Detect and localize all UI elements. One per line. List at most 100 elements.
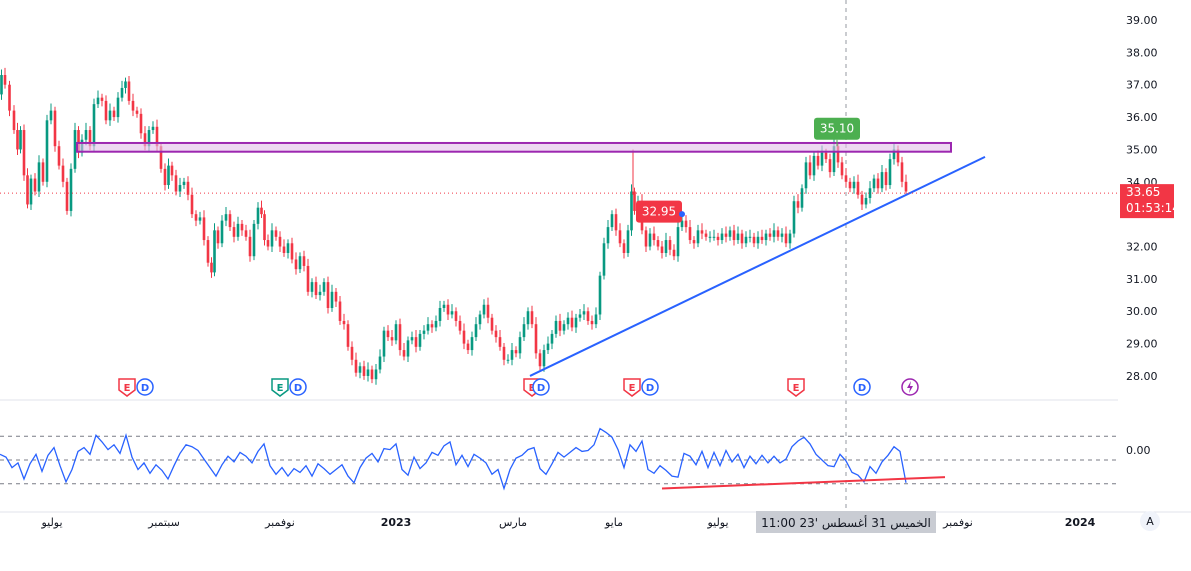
- candle-body: [590, 320, 594, 325]
- oscillator-axis[interactable]: 0.00: [1126, 444, 1151, 457]
- time-tick-label: يوليو: [706, 516, 728, 529]
- price-pane[interactable]: 35.10 32.95: [0, 67, 1118, 385]
- candle-body: [362, 366, 366, 376]
- candle-body: [248, 236, 252, 257]
- candle-body: [844, 175, 848, 182]
- dividend-event-icon[interactable]: D: [532, 378, 550, 396]
- candle-body: [124, 81, 127, 88]
- candle-body: [57, 146, 61, 166]
- candle-body: [216, 230, 220, 244]
- candle-body: [454, 311, 458, 321]
- candle-body: [390, 337, 394, 341]
- candle-body: [174, 175, 178, 192]
- candle-body: [626, 230, 630, 253]
- candle-body: [19, 130, 22, 150]
- candle-body: [728, 230, 732, 237]
- svg-text:D: D: [294, 383, 302, 394]
- candle-body: [594, 314, 598, 325]
- candle-body: [186, 181, 190, 195]
- candle-body: [562, 324, 566, 331]
- candle-body: [760, 236, 764, 241]
- candle-body: [236, 223, 240, 237]
- resistance-zone[interactable]: [76, 141, 952, 153]
- time-axis[interactable]: يوليو سبتمبر نوفمبر 2023 مارس مايو يوليو نوفمبر…: [40, 516, 1095, 529]
- candle-body: [135, 110, 139, 114]
- candle-body: [474, 324, 478, 338]
- candle-body: [194, 214, 198, 221]
- candle-body: [163, 168, 167, 186]
- candle-body: [836, 146, 840, 163]
- candle-body: [354, 359, 358, 373]
- candle-body: [478, 314, 482, 325]
- candle-body: [824, 152, 828, 160]
- candle-body: [266, 240, 270, 247]
- candle-body: [490, 317, 494, 331]
- candle-body: [406, 340, 410, 357]
- price-tick-label: 39.00: [1126, 14, 1158, 27]
- candle-body: [12, 110, 16, 131]
- candle-body: [338, 301, 342, 321]
- support-trendline[interactable]: [529, 155, 986, 377]
- candle-body: [120, 87, 124, 98]
- candle-body: [290, 243, 294, 260]
- candle-body: [330, 291, 334, 309]
- candle-body: [618, 230, 622, 244]
- high-label-badge: [814, 117, 860, 140]
- candle-body: [740, 233, 744, 244]
- oscillator-divergence-line[interactable]: [661, 476, 946, 490]
- candle-body: [49, 110, 53, 121]
- candle-body: [788, 233, 792, 244]
- candle-body: [370, 369, 374, 380]
- price-axis[interactable]: 39.0038.0037.0036.0035.0034.0033.0032.00…: [1120, 14, 1180, 383]
- candle-body: [410, 337, 414, 341]
- oscillator-pane[interactable]: [0, 427, 1118, 491]
- candle-body: [100, 97, 104, 101]
- candle-body: [482, 304, 486, 315]
- candle-body: [796, 201, 800, 208]
- candle-body: [151, 126, 155, 131]
- earnings-event-icon[interactable]: E: [271, 378, 289, 397]
- candle-body: [286, 243, 290, 253]
- candle-body: [147, 130, 151, 147]
- candle-body: [518, 337, 522, 354]
- dividend-event-icon[interactable]: D: [136, 378, 154, 396]
- candle-body: [648, 233, 652, 247]
- auto-scale-button[interactable]: A: [1140, 511, 1160, 531]
- candle-body: [696, 230, 700, 244]
- candle-body: [88, 130, 92, 147]
- candle-body: [442, 304, 446, 309]
- candle-body: [904, 181, 908, 192]
- candle-body: [744, 236, 748, 244]
- candle-body: [868, 188, 872, 198]
- candle-body: [514, 350, 518, 354]
- oscillator-line: [0, 427, 907, 491]
- svg-text:D: D: [646, 383, 654, 394]
- candle-body: [732, 230, 736, 241]
- candle-body: [768, 233, 772, 237]
- candle-body: [260, 207, 263, 215]
- earnings-event-icon[interactable]: E: [623, 378, 641, 397]
- candle-body: [53, 110, 57, 147]
- candle-body: [398, 324, 402, 351]
- dividend-event-icon[interactable]: D: [853, 378, 871, 396]
- candle-body: [633, 191, 636, 211]
- svg-text:D: D: [858, 383, 866, 394]
- candle-body: [820, 152, 824, 166]
- candle-body: [3, 75, 7, 85]
- dividend-event-icon[interactable]: D: [289, 378, 307, 396]
- candle-body: [278, 236, 282, 247]
- earnings-event-icon[interactable]: E: [787, 378, 805, 397]
- candle-body: [302, 256, 306, 266]
- auto-scale-label: A: [1146, 515, 1154, 528]
- candle-body: [530, 311, 534, 325]
- earnings-event-icon[interactable]: E: [118, 378, 136, 397]
- candle-body: [692, 240, 696, 244]
- split-event-icon[interactable]: [901, 378, 919, 396]
- candle-body: [748, 236, 752, 238]
- dividend-event-icon[interactable]: D: [641, 378, 659, 396]
- svg-text:E: E: [793, 383, 800, 394]
- candle-body: [860, 194, 864, 205]
- candle-body: [202, 217, 206, 241]
